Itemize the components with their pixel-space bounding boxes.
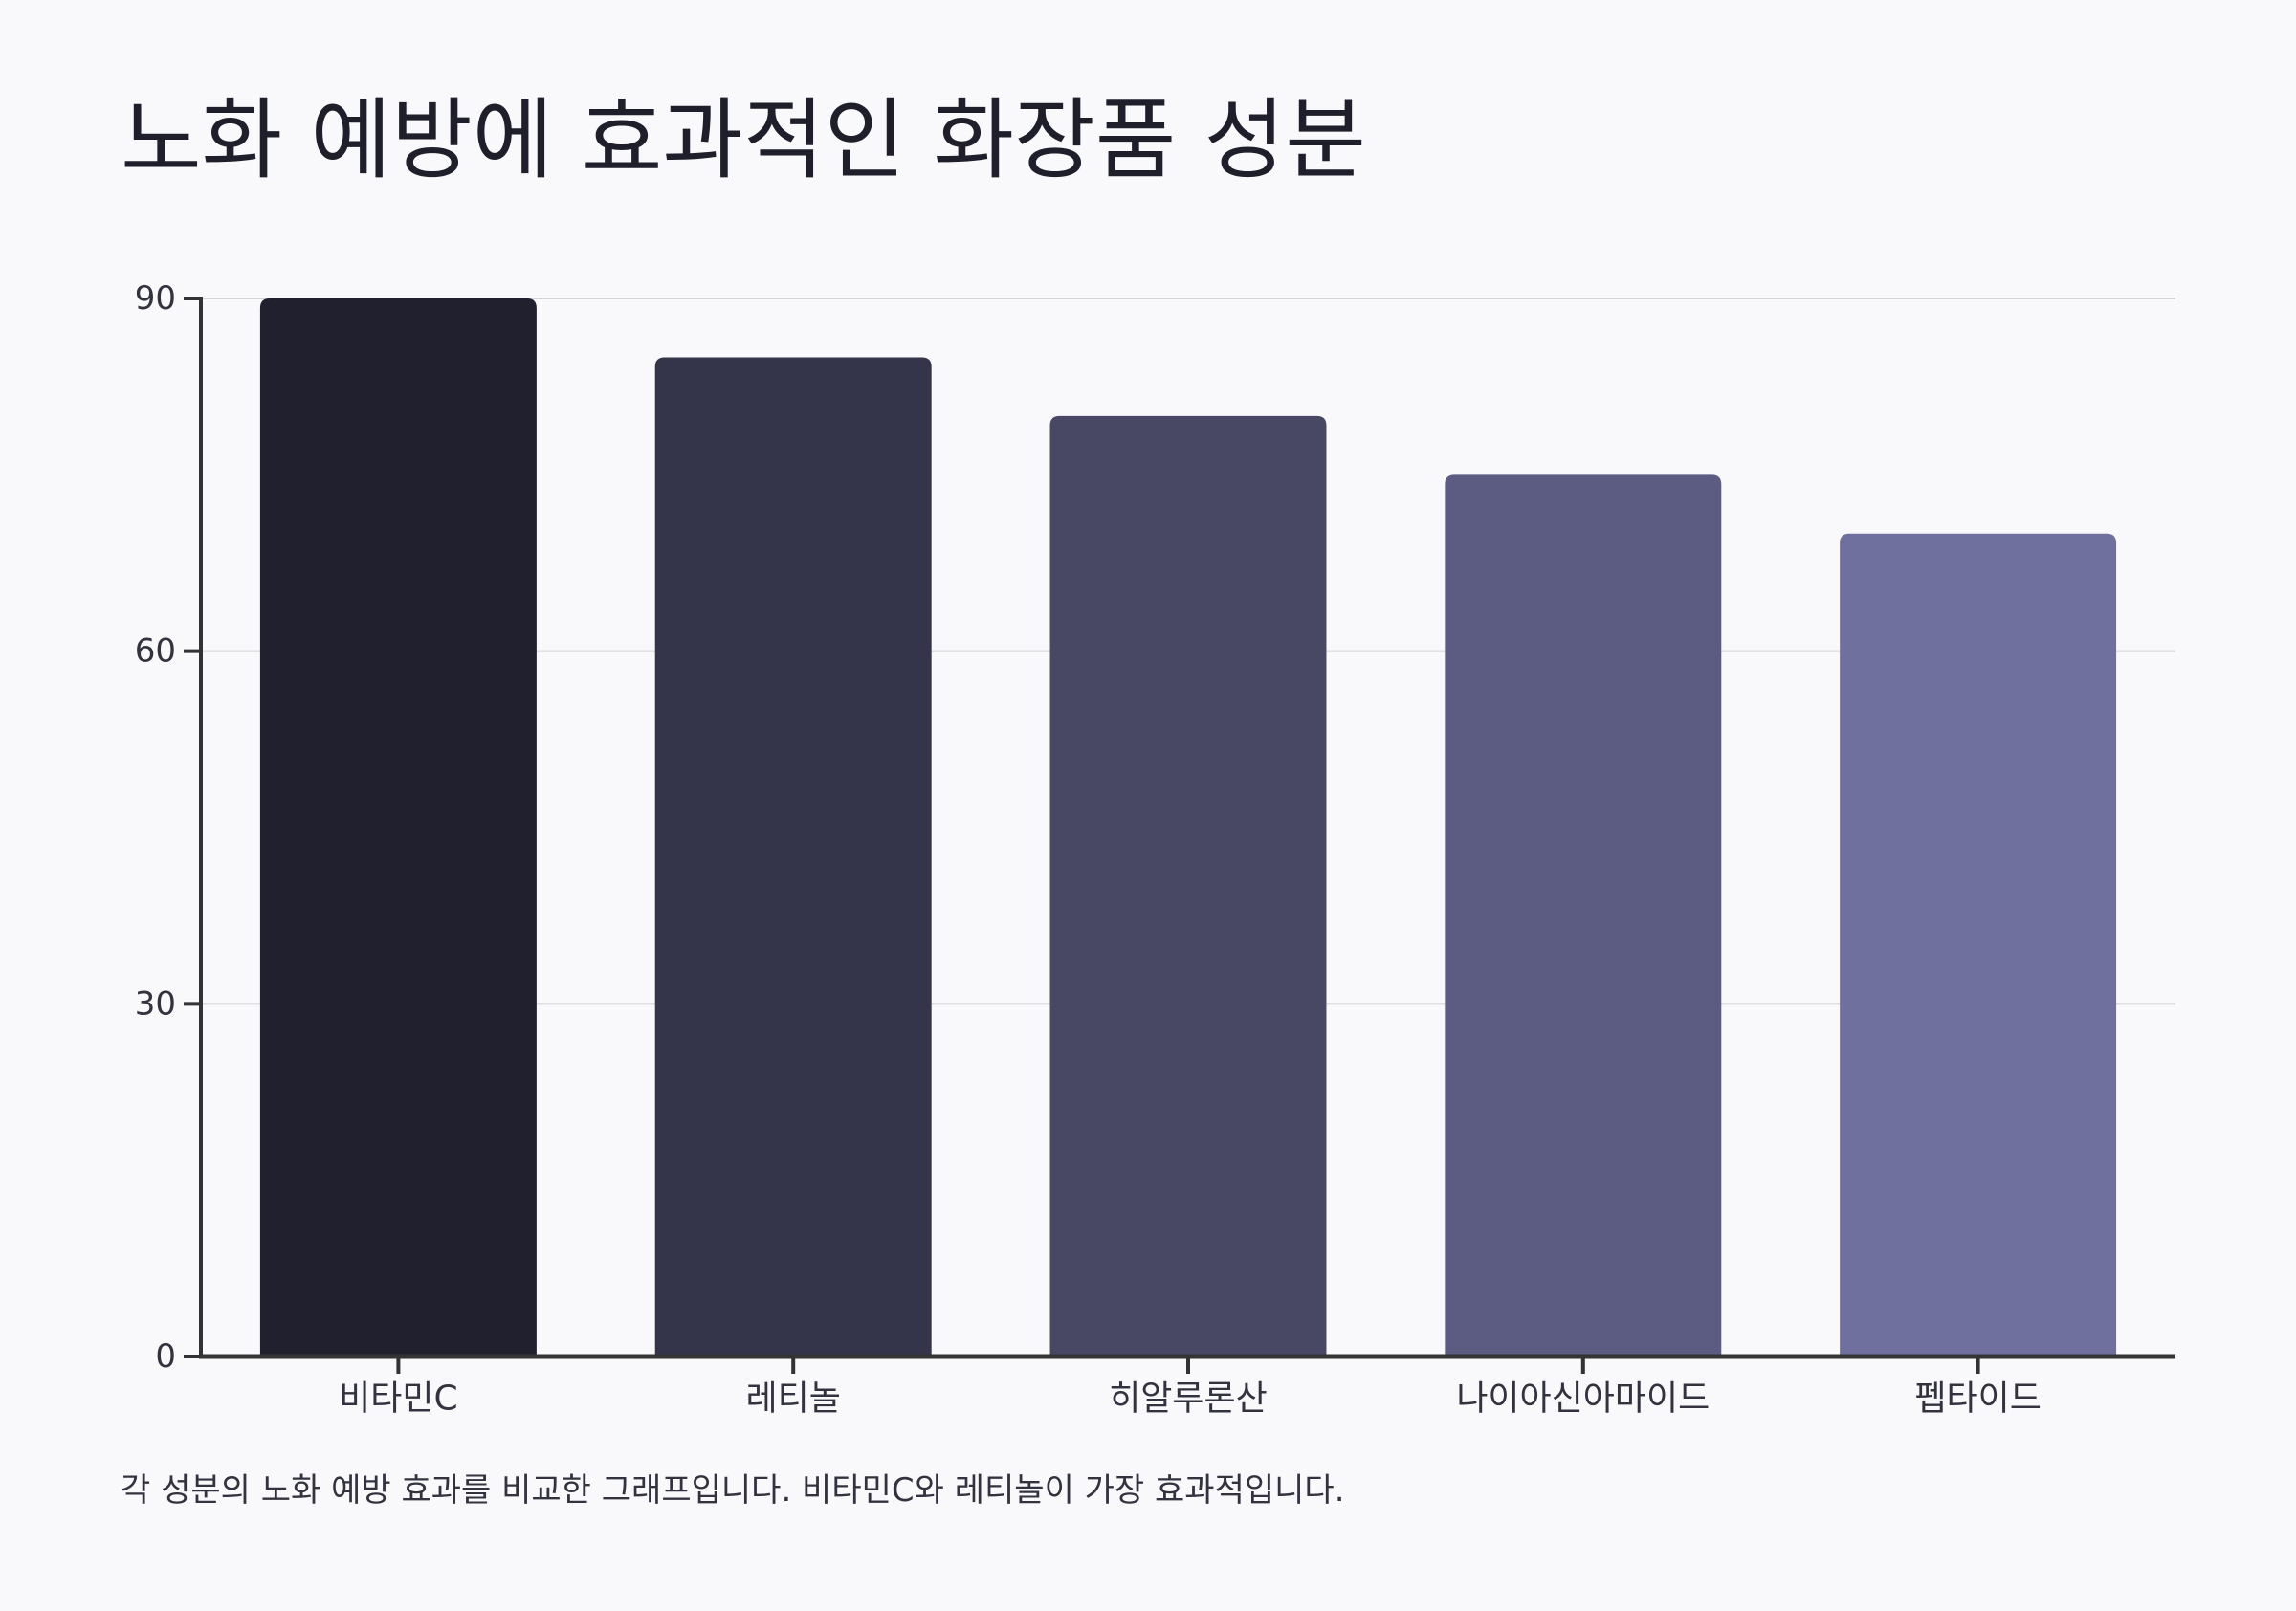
x-tick-labels: 비타민C 레티놀 히알루론산 나이아신아마이드 펩타이드	[339, 1379, 2042, 1419]
x-tick-label: 레티놀	[746, 1379, 841, 1419]
bars	[259, 298, 2117, 1357]
chart-title: 노화 예방에 효과적인 화장품 성분	[121, 89, 1366, 191]
bar	[1445, 474, 1722, 1357]
chart-caption: 각 성분의 노화 예방 효과를 비교한 그래프입니다. 비타민C와 레티놀이 가…	[121, 1471, 1345, 1510]
y-tick-label: 30	[135, 984, 176, 1023]
y-tick-label: 0	[155, 1337, 176, 1376]
y-tick-label: 90	[135, 279, 176, 318]
y-tick-labels: 0 30 60 90	[135, 279, 176, 1376]
x-tick-label: 나이아신아마이드	[1456, 1379, 1710, 1419]
x-tick-label: 펩타이드	[1914, 1379, 2041, 1419]
bar	[1840, 533, 2117, 1357]
bar	[259, 298, 537, 1357]
y-tick-label: 60	[135, 632, 176, 671]
bar	[1049, 415, 1327, 1357]
x-tick-label: 히알루론산	[1109, 1379, 1268, 1419]
x-tick-label: 비타민C	[339, 1379, 458, 1419]
axes	[184, 297, 2175, 1374]
bar	[654, 357, 932, 1357]
